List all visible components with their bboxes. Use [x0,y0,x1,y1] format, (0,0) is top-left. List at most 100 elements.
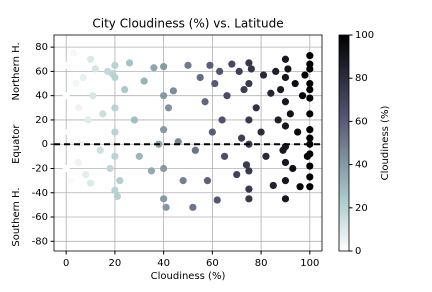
point [252,104,260,112]
point [191,146,199,154]
y-tick-label: 20 [35,115,48,126]
point [257,128,265,136]
point [281,158,290,167]
y-tick-label: 60 [35,66,48,77]
x-tick-label: 0 [63,258,69,269]
point [169,87,177,95]
y-tick-label: -40 [32,188,48,199]
point [306,79,314,88]
point [289,164,297,173]
point [79,73,87,82]
point [203,177,212,185]
chart-title: City Cloudiness (%) vs. Latitude [92,17,283,31]
point [84,116,92,124]
point [189,203,197,211]
point [281,195,290,203]
point [62,61,70,69]
point [121,86,129,94]
point [86,179,95,187]
point [111,73,119,82]
annotation: Northern H. [11,42,22,100]
colorbar-tick-label: 0 [355,246,361,257]
point [111,104,119,112]
point [220,152,229,160]
point [216,67,224,76]
point [160,62,168,71]
point [130,116,138,124]
point [72,79,80,88]
point [184,61,192,69]
point [140,77,148,85]
y-tick-label: 0 [42,139,48,150]
point [281,73,290,82]
y-tick-label: -80 [32,236,48,247]
point [281,177,290,185]
point [238,134,246,142]
point [306,86,314,94]
colorbar [338,34,350,252]
point [306,60,314,68]
point [233,170,241,179]
point [284,65,292,73]
point [111,186,119,194]
point [306,162,314,170]
point [245,185,253,193]
point [286,110,294,118]
point [213,196,221,204]
point [245,79,253,88]
point [240,86,248,94]
point [306,126,314,134]
y-tick-label: 40 [35,91,48,102]
point [125,59,134,67]
point [208,128,216,136]
point [69,49,78,57]
point [160,195,168,203]
point [62,164,70,173]
point [99,110,107,118]
point [262,152,270,160]
point [242,161,251,169]
point [106,164,114,173]
point [164,104,173,112]
point [111,61,119,69]
x-tick-label: 80 [255,258,268,269]
colorbar-tick-label: 40 [355,160,368,171]
point [74,158,82,167]
point [206,61,214,69]
point [91,65,100,73]
point [272,67,280,76]
point [281,98,290,106]
point [218,116,226,124]
point [67,177,75,185]
point [296,183,304,191]
point [113,192,121,200]
point [62,92,70,100]
point [96,146,104,154]
y-tick-label: -60 [32,212,48,223]
x-tick-label: 60 [206,258,219,269]
point [235,67,243,76]
point [245,59,253,67]
point [306,150,314,158]
point [245,116,253,124]
point [306,134,314,142]
colorbar-tick-label: 100 [355,30,374,41]
point [281,55,290,63]
point [228,60,236,68]
point [276,86,285,94]
y-tick-label: 80 [35,42,48,53]
point [74,104,82,112]
point [269,181,277,190]
colorbar-tick-label: 60 [355,116,368,127]
x-tick-label: 40 [157,258,170,269]
point [160,164,168,173]
point [211,79,219,88]
point [298,92,307,100]
point [267,89,275,97]
point [294,128,302,136]
point [223,92,231,100]
colorbar-tick-label: 20 [355,203,368,214]
point [65,128,73,136]
point [111,152,119,160]
point [89,92,97,100]
